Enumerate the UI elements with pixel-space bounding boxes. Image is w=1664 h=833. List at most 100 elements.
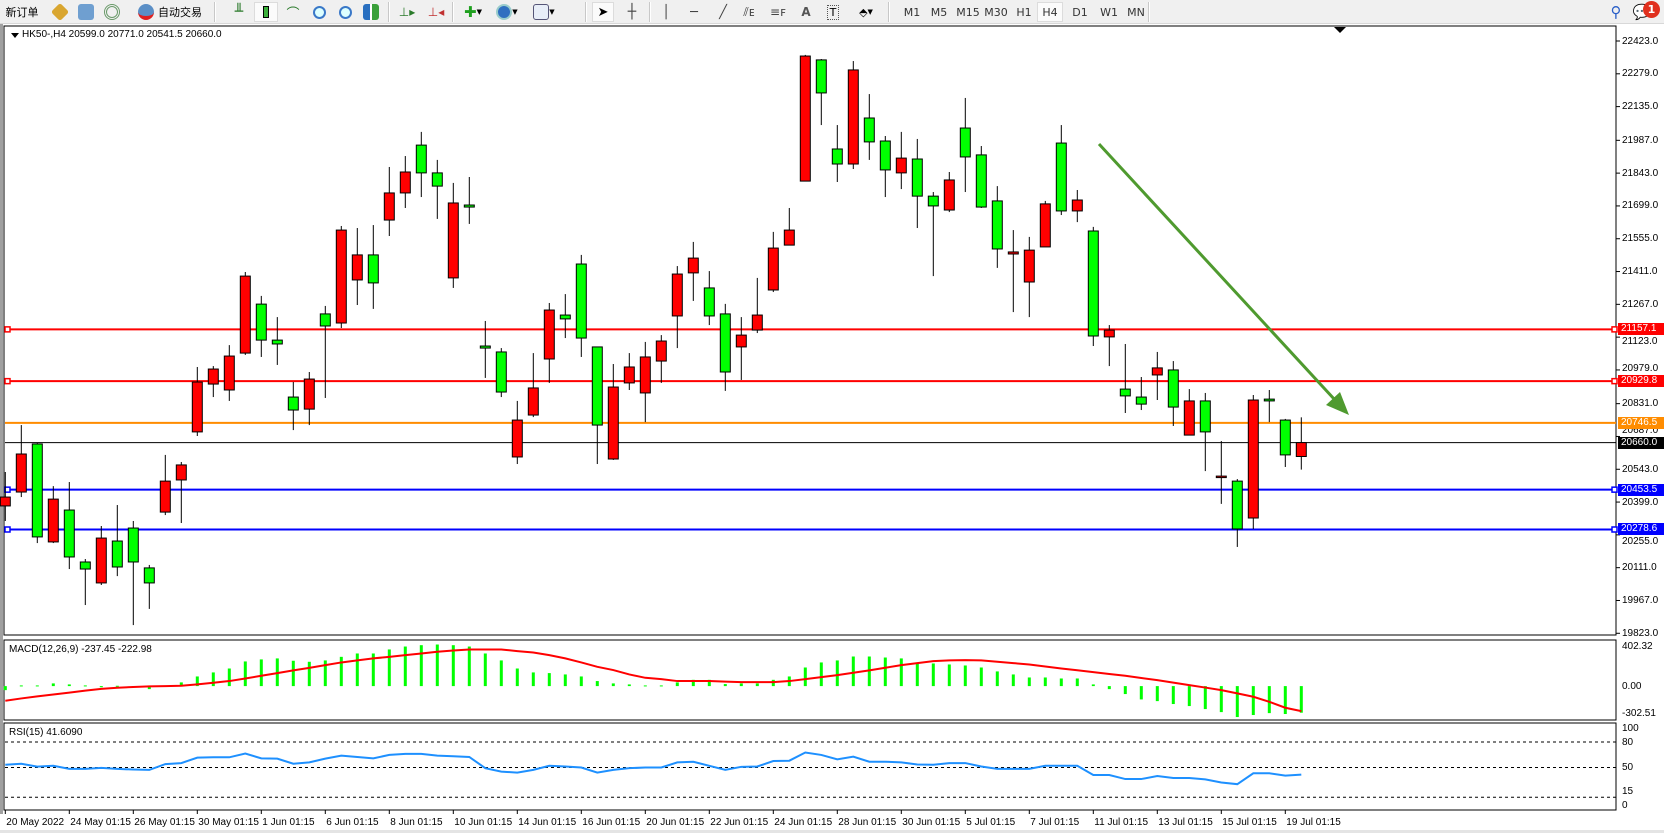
signals-button[interactable] (102, 2, 122, 22)
candle-body (895, 157, 907, 174)
line-chart-button[interactable]: ⌒ (282, 2, 304, 22)
vertical-line-button[interactable]: │ (656, 2, 676, 22)
templates-button[interactable]: ▼ (528, 2, 560, 22)
horizontal-line-button[interactable]: ─ (684, 2, 704, 22)
candle-body (543, 309, 555, 360)
candle-body (191, 381, 203, 433)
candle-body (399, 171, 411, 194)
date-axis-label: 19 Jul 01:15 (1286, 817, 1341, 828)
date-axis-label: 24 Jun 01:15 (774, 817, 833, 828)
price-level-tag: 21157.1 (1618, 323, 1664, 336)
candle-body (1071, 199, 1083, 212)
timeframe-d1-button[interactable]: D1 (1072, 5, 1088, 19)
macd-histogram-bar (403, 646, 407, 687)
navigator-button[interactable] (76, 2, 96, 22)
level-anchor-handle (1611, 486, 1618, 493)
fibonacci-button[interactable]: ≡ꜰ (767, 2, 789, 22)
candlestick-button[interactable] (254, 2, 278, 22)
date-axis-label: 10 Jun 01:15 (454, 817, 513, 828)
timeframe-m30-button[interactable]: M30 (984, 5, 1008, 19)
chart-shift-icon: ⊥▸ (398, 5, 416, 19)
periods-button[interactable]: ▼ (492, 2, 522, 22)
timeframe-m1-button[interactable]: M1 (903, 5, 921, 19)
templates-icon (533, 4, 550, 20)
candle-body (463, 204, 475, 208)
timeframe-h4-button[interactable]: H4 (1037, 2, 1063, 22)
candle-body (655, 340, 667, 362)
arrows-button[interactable]: ⬘ ▼ (859, 5, 873, 19)
candle-body (719, 313, 731, 373)
candle-body (575, 263, 587, 339)
crosshair-button[interactable]: ┼ (621, 2, 643, 22)
price-axis-label: 21411.0 (1622, 266, 1658, 278)
date-axis-label: 24 May 01:15 (70, 817, 131, 828)
macd-histogram-bar (1139, 686, 1143, 700)
candle-body (255, 303, 267, 341)
auto-trading-label: 自动交易 (158, 6, 202, 19)
candle-body (959, 127, 971, 158)
zoom-out-icon (338, 5, 352, 19)
search-button[interactable]: ⚲ (1606, 2, 1626, 22)
price-axis-label: 20111.0 (1622, 562, 1657, 574)
new-order-button[interactable]: 新订单 (2, 2, 42, 22)
candle-body (287, 396, 299, 411)
date-axis-label: 11 Jul 01:15 (1094, 817, 1149, 828)
timeframe-mn-button[interactable]: MN (1127, 5, 1145, 19)
trend-arrow[interactable] (1097, 142, 1349, 415)
candle-body (479, 345, 491, 349)
level-anchor-handle (4, 326, 11, 333)
price-axis-label: 22135.0 (1622, 101, 1659, 113)
timeframe-h1-button[interactable]: H1 (1016, 5, 1032, 19)
timeframe-m15-button[interactable]: M15 (956, 5, 980, 19)
macd-histogram-bar (19, 685, 23, 687)
candle-body (943, 179, 955, 211)
macd-histogram-bar (1155, 686, 1159, 702)
timeframe-m5-button[interactable]: M5 (930, 5, 948, 19)
text-label-button[interactable]: T (824, 2, 842, 22)
cursor-button[interactable]: ➤ (592, 2, 614, 22)
timeframe-w1-button[interactable]: W1 (1100, 5, 1118, 19)
macd-histogram-bar (1107, 686, 1111, 690)
macd-axis-label: 0.00 (1622, 680, 1642, 692)
macd-histogram-bar (531, 672, 535, 687)
candle-body (95, 537, 107, 584)
tile-windows-button[interactable] (360, 2, 382, 22)
auto-trading-button[interactable]: 自动交易 (128, 2, 212, 22)
candle-body (431, 172, 443, 187)
candle-body (735, 334, 747, 348)
date-axis-label: 30 May 01:15 (198, 817, 259, 828)
macd-histogram-bar (1187, 686, 1191, 707)
price-axis-label: 21843.0 (1622, 167, 1659, 179)
macd-histogram-bar (179, 682, 183, 687)
zoom-in-icon (312, 5, 326, 19)
macd-histogram-bar (67, 684, 71, 687)
macd-histogram-bar (419, 645, 423, 687)
macd-histogram-bar (851, 656, 855, 687)
zoom-in-button[interactable] (308, 2, 330, 22)
zoom-out-button[interactable] (334, 2, 356, 22)
bar-chart-icon: ╨ (234, 4, 244, 20)
macd-axis-label: -302.51 (1622, 708, 1656, 719)
equidistant-channel-button[interactable]: ⫽ᴇ (738, 2, 760, 22)
macd-histogram-bar (963, 665, 967, 687)
candlestick-icon (263, 6, 269, 18)
candle-body (63, 509, 75, 558)
price-axis-label: 20543.0 (1622, 463, 1659, 475)
level-anchor-handle (1611, 526, 1618, 533)
macd-histogram-bar (1235, 686, 1239, 718)
macd-histogram-bar (595, 681, 599, 687)
candle-body (223, 355, 235, 391)
indicators-button[interactable]: ✚ ▼ (464, 3, 482, 21)
trendline-button[interactable]: ╱ (713, 2, 733, 22)
macd-histogram-bar (435, 644, 439, 687)
collapse-triangle-icon (11, 33, 19, 38)
macd-histogram-bar (899, 658, 903, 687)
macd-histogram-bar (147, 686, 151, 690)
text-button[interactable]: A (797, 2, 815, 22)
macd-histogram-bar (643, 685, 647, 687)
bar-chart-button[interactable]: ╨ (228, 2, 250, 22)
macd-histogram-bar (1043, 677, 1047, 687)
chart-shift-button[interactable]: ⊥▸ (396, 2, 418, 22)
autoscroll-button[interactable]: ⊥◂ (424, 2, 448, 22)
